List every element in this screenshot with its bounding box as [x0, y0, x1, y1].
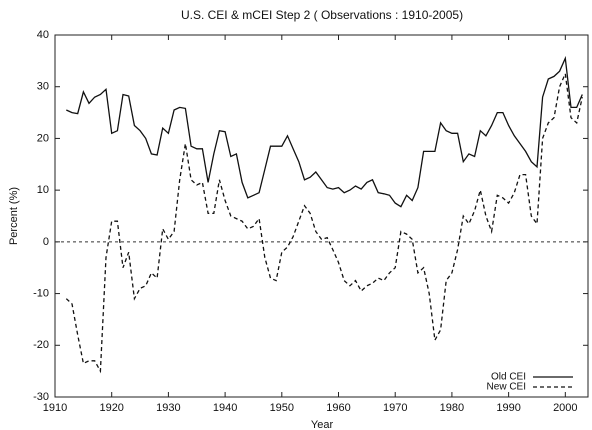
y-tick-label: 20	[37, 132, 49, 144]
y-tick-label: 10	[37, 184, 49, 196]
x-tick-label: 1910	[43, 402, 67, 414]
x-tick-label: 1930	[156, 402, 180, 414]
chart-title: U.S. CEI & mCEI Step 2 ( Observations : …	[181, 8, 463, 22]
plot-frame	[54, 34, 589, 398]
x-tick-label: 1990	[496, 402, 520, 414]
x-tick-label: 2000	[553, 402, 577, 414]
x-tick-label: 1980	[440, 402, 464, 414]
legend-label: New CEI	[487, 382, 526, 393]
y-axis-label: Percent (%)	[8, 187, 20, 245]
data-line	[65, 71, 583, 374]
data-line	[66, 55, 583, 208]
y-tick-label: 0	[43, 236, 49, 248]
x-tick-label: 1970	[383, 402, 407, 414]
y-tick-label: 40	[37, 29, 49, 41]
y-tick-label: -20	[33, 339, 49, 351]
x-tick-label: 1960	[326, 402, 350, 414]
y-tick-label: 30	[37, 81, 49, 93]
x-tick-label: 1950	[270, 402, 294, 414]
x-tick-label: 1920	[99, 402, 123, 414]
y-tick-label: -30	[33, 391, 49, 403]
y-tick-label: -10	[33, 287, 49, 299]
x-tick-label: 1940	[213, 402, 237, 414]
legend-label: Old CEI	[491, 372, 526, 383]
x-axis-label: Year	[311, 419, 334, 430]
